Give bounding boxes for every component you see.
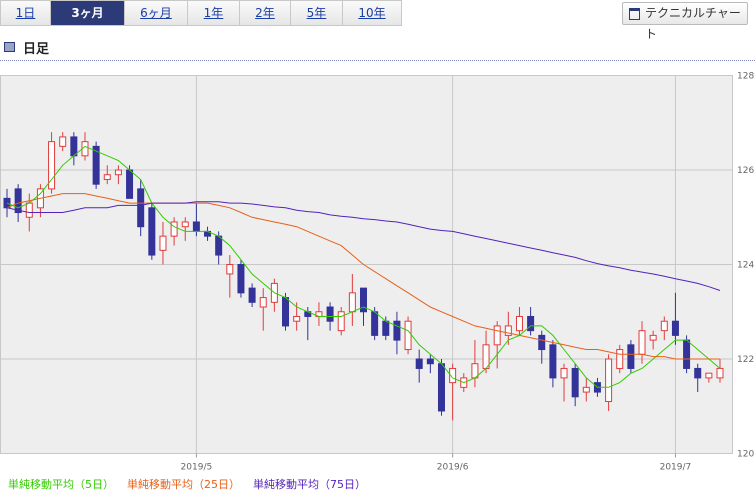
candle-body	[215, 235, 223, 256]
candle-body	[348, 292, 356, 313]
candle-body	[671, 320, 679, 336]
candle-body	[192, 221, 200, 232]
candle-body	[159, 235, 167, 251]
y-tick-label: 122	[737, 355, 754, 365]
candle-body	[59, 136, 67, 147]
candle-body	[237, 264, 245, 294]
candle-body	[449, 367, 457, 384]
candle-body	[493, 325, 501, 346]
icon	[629, 8, 640, 20]
y-tick-label: 120	[737, 450, 754, 460]
candle-body	[549, 344, 557, 379]
period-tabs: 1日 3ヶ月 6ヶ月 1年 2年 5年 10年	[0, 0, 402, 26]
candle-body	[415, 358, 423, 369]
candle-body	[148, 207, 156, 256]
tab[interactable]: 5年	[291, 1, 343, 25]
tab[interactable]: 10年	[343, 1, 402, 25]
candle-body	[649, 334, 657, 341]
candle-body	[48, 141, 56, 190]
candle-body	[181, 221, 189, 228]
tab-selected[interactable]: 3ヶ月	[51, 1, 125, 25]
candle-body	[114, 169, 122, 176]
candle-body	[515, 315, 523, 332]
tab[interactable]: 2年	[240, 1, 291, 25]
candle-body	[293, 315, 301, 322]
legend-entry: 単純移動平均（75日）	[253, 477, 366, 491]
candle-body	[605, 358, 613, 403]
candle-body	[582, 386, 590, 393]
legend-entry: 単純移動平均（25日）	[127, 477, 240, 491]
tab[interactable]: 1日	[1, 1, 51, 25]
candle-body	[14, 188, 22, 214]
candle-body	[92, 145, 100, 185]
candle-body	[716, 367, 724, 379]
button-label: テクニカルチャート	[645, 6, 741, 41]
tab[interactable]: 6ヶ月	[125, 1, 188, 25]
chart: 120 122 124 126 128 2019/5 2019/6 2019/7 単純移動平均（…	[0, 72, 754, 491]
y-tick-label: 124	[737, 261, 754, 271]
x-tick-label: 2019/7	[660, 463, 692, 473]
candle-body	[337, 311, 345, 332]
candle-body	[660, 320, 668, 332]
x-tick-label: 2019/5	[181, 463, 213, 473]
candle-body	[538, 334, 546, 351]
legend-entry: 単純移動平均（5日）	[8, 477, 114, 491]
candle-body	[571, 367, 579, 398]
y-tick-label: 128	[737, 72, 754, 82]
technical-chart-button[interactable]: テクニカルチャート	[622, 2, 748, 41]
candle-body	[137, 188, 145, 228]
candle-body	[103, 174, 111, 180]
candle-body	[248, 287, 256, 303]
section-header: 日足	[4, 38, 49, 57]
moving-average-line	[6, 193, 720, 360]
candle-body	[426, 358, 434, 365]
candle-body	[226, 264, 234, 275]
icon	[4, 42, 15, 52]
candle-body	[683, 339, 691, 369]
candle-body	[504, 325, 512, 336]
candle-body	[326, 306, 334, 322]
candle-body	[393, 320, 401, 341]
y-tick-label: 126	[737, 166, 754, 176]
candle-body	[527, 315, 535, 332]
tab[interactable]: 1年	[188, 1, 240, 25]
candle-body	[437, 363, 445, 412]
candle-body	[627, 344, 635, 369]
candle-body	[282, 297, 290, 327]
candle-body	[694, 367, 702, 379]
x-tick-label: 2019/6	[437, 463, 469, 473]
candle-body	[560, 367, 568, 379]
candle-body	[705, 372, 713, 379]
divider	[0, 60, 755, 61]
candle-body	[616, 349, 624, 369]
candle-body	[360, 287, 367, 313]
candle-body	[170, 221, 178, 237]
candle-body	[371, 311, 379, 336]
candle-body	[382, 320, 390, 336]
candle-body	[259, 297, 267, 308]
candle-body	[482, 344, 490, 369]
candle-body	[25, 202, 33, 218]
moving-average-line	[6, 145, 721, 388]
candle-body	[70, 136, 78, 157]
candle-body	[638, 330, 646, 355]
candle-body	[404, 320, 412, 351]
header-text: 日足	[23, 42, 50, 57]
moving-average-line	[6, 201, 721, 291]
candle-body	[126, 169, 134, 199]
